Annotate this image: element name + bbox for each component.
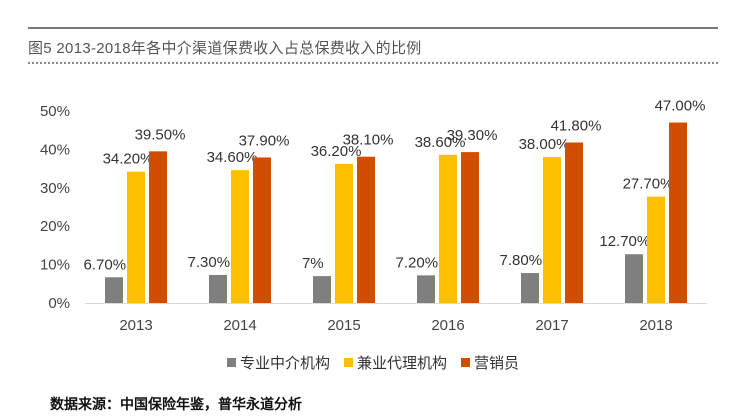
data-label: 36.20%: [311, 143, 362, 160]
data-label: 12.70%: [599, 233, 650, 250]
x-tick-label: 2016: [431, 317, 464, 334]
source-note: 数据来源：中国保险年鉴，普华永道分析: [50, 396, 302, 412]
y-tick-label: 20%: [40, 218, 70, 235]
bar-2: [253, 157, 271, 303]
data-label: 7.80%: [500, 252, 543, 269]
data-label: 41.80%: [551, 117, 602, 134]
top-rule: [28, 27, 718, 29]
data-label: 37.90%: [239, 132, 290, 149]
legend-swatch: [343, 358, 353, 367]
bar-1: [231, 170, 249, 303]
bar-2: [565, 142, 583, 303]
bar-1: [543, 157, 561, 303]
legend: 专业中介机构 兼业代理机构 营销员: [0, 352, 746, 373]
bar-0: [417, 275, 435, 303]
x-tick-label: 2015: [327, 317, 360, 334]
data-label: 34.60%: [207, 149, 258, 166]
bar-1: [647, 196, 665, 303]
bar-0: [313, 276, 331, 303]
data-label: 38.60%: [415, 134, 466, 151]
dotted-rule: [28, 62, 718, 64]
bar-1: [335, 163, 353, 303]
y-tick-label: 0%: [48, 295, 70, 312]
data-label: 7%: [302, 255, 324, 272]
y-tick-label: 50%: [40, 103, 70, 120]
legend-item-0: 专业中介机构: [226, 352, 330, 373]
data-label: 38.10%: [343, 132, 394, 149]
bar-0: [209, 274, 227, 303]
y-tick-label: 10%: [40, 257, 70, 274]
bar-0: [105, 277, 123, 303]
legend-label: 专业中介机构: [239, 355, 330, 372]
x-tick-label: 2013: [119, 317, 152, 334]
bar-2: [149, 151, 167, 303]
data-label: 7.30%: [188, 254, 231, 271]
legend-item-2: 营销员: [461, 352, 519, 373]
bar-1: [127, 171, 145, 303]
bar-1: [439, 154, 457, 303]
bar-0: [625, 254, 643, 303]
legend-label: 营销员: [474, 355, 520, 372]
data-label: 47.00%: [655, 98, 706, 115]
data-label: 27.70%: [623, 176, 674, 193]
bar-2: [461, 152, 479, 303]
legend-swatch: [226, 358, 236, 367]
chart-title: 图5 2013-2018年各中介渠道保费收入占总保费收入的比例: [28, 40, 422, 57]
legend-label: 兼业代理机构: [356, 355, 447, 372]
x-tick-label: 2018: [639, 317, 672, 334]
data-label: 38.00%: [519, 136, 570, 153]
data-label: 39.30%: [447, 127, 498, 144]
y-tick-label: 30%: [40, 180, 70, 197]
data-label: 6.70%: [84, 256, 127, 273]
legend-swatch: [461, 358, 470, 367]
y-tick-label: 40%: [40, 141, 70, 158]
bar-0: [521, 273, 539, 303]
bar-2: [357, 156, 375, 303]
x-tick-label: 2014: [223, 317, 256, 334]
data-label: 39.50%: [135, 126, 186, 143]
legend-item-1: 兼业代理机构: [343, 352, 447, 373]
x-tick-label: 2017: [535, 317, 568, 334]
data-label: 34.20%: [103, 151, 154, 168]
bar-2: [669, 122, 687, 304]
data-label: 7.20%: [396, 254, 439, 271]
